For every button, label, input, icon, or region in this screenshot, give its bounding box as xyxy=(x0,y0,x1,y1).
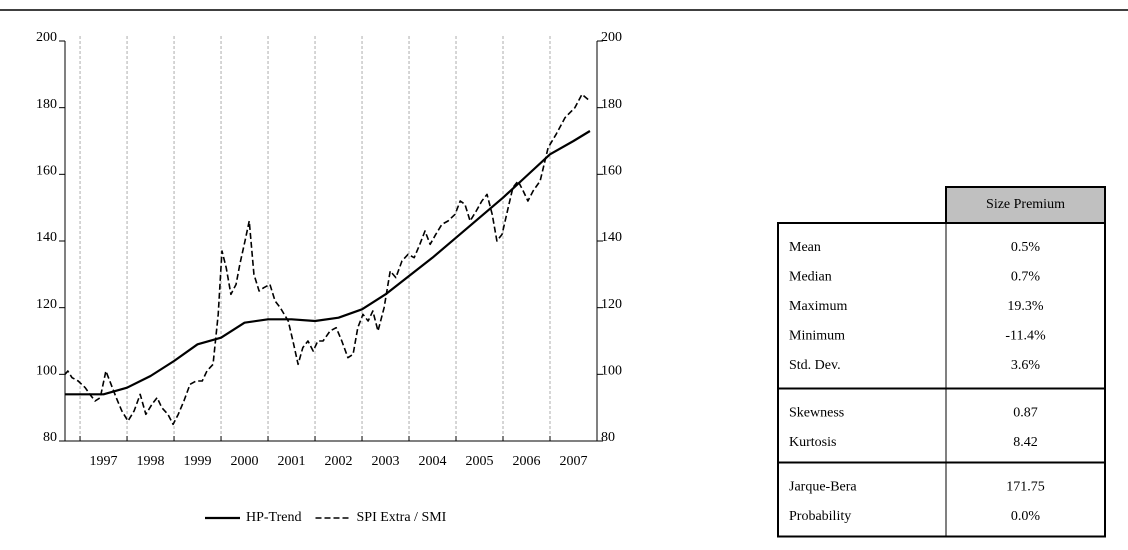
y-tick-label: 100 xyxy=(36,364,57,379)
table-row-label: Probability xyxy=(789,509,851,524)
table-group xyxy=(777,387,1106,464)
table-row-label: Kurtosis xyxy=(789,435,836,450)
data-line xyxy=(65,130,591,396)
y-tick-label: 140 xyxy=(36,230,57,245)
table-cell: 3.6% xyxy=(1011,358,1041,373)
table-cell: -11.4% xyxy=(1005,328,1046,343)
y2-tick-label: 140 xyxy=(601,230,622,245)
table-row-label: Minimum xyxy=(789,328,845,343)
x-tick-label: 1997 xyxy=(90,454,118,469)
y-tick-label: 80 xyxy=(43,430,57,445)
x-tick-label: 2000 xyxy=(231,454,259,469)
table-group xyxy=(777,461,1106,538)
y2-tick-label: 120 xyxy=(601,297,622,312)
table-cell: 8.42 xyxy=(1013,435,1038,450)
table-row-label: Median xyxy=(789,269,832,284)
table-cell: 0.0% xyxy=(1011,509,1041,524)
y-tick-label: 180 xyxy=(36,97,57,112)
data-line xyxy=(64,93,591,426)
y2-tick-label: 100 xyxy=(601,364,622,379)
legend-label: HP-Trend xyxy=(246,510,302,525)
table-cell: 171.75 xyxy=(1006,479,1045,494)
x-tick-label: 1999 xyxy=(184,454,212,469)
table-cell: 0.7% xyxy=(1011,269,1041,284)
x-tick-label: 2007 xyxy=(560,454,588,469)
table-cell: 19.3% xyxy=(1007,299,1044,314)
y-tick-label: 120 xyxy=(36,297,57,312)
legend-label: SPI Extra / SMI xyxy=(357,510,447,525)
y2-tick-label: 180 xyxy=(601,97,622,112)
x-tick-label: 2006 xyxy=(513,454,541,469)
x-tick-label: 2005 xyxy=(466,454,494,469)
y2-tick-label: 80 xyxy=(601,430,615,445)
table-cell: 0.5% xyxy=(1011,240,1041,255)
y2-tick-label: 160 xyxy=(601,164,622,179)
y-tick-label: 200 xyxy=(36,30,57,45)
table-row-label: Std. Dev. xyxy=(789,358,841,373)
table-row-label: Jarque-Bera xyxy=(789,479,857,494)
x-tick-label: 1998 xyxy=(137,454,165,469)
table-cell: 0.87 xyxy=(1013,405,1038,420)
table-row-label: Maximum xyxy=(789,299,847,314)
table-row-label: Mean xyxy=(789,240,821,255)
y-tick-label: 160 xyxy=(36,164,57,179)
x-tick-label: 2004 xyxy=(419,454,447,469)
table-header: Size Premium xyxy=(986,197,1065,212)
x-tick-label: 2003 xyxy=(372,454,400,469)
table-row-label: Skewness xyxy=(789,405,844,420)
x-tick-label: 2002 xyxy=(325,454,353,469)
y2-tick-label: 200 xyxy=(601,30,622,45)
x-tick-label: 2001 xyxy=(278,454,306,469)
